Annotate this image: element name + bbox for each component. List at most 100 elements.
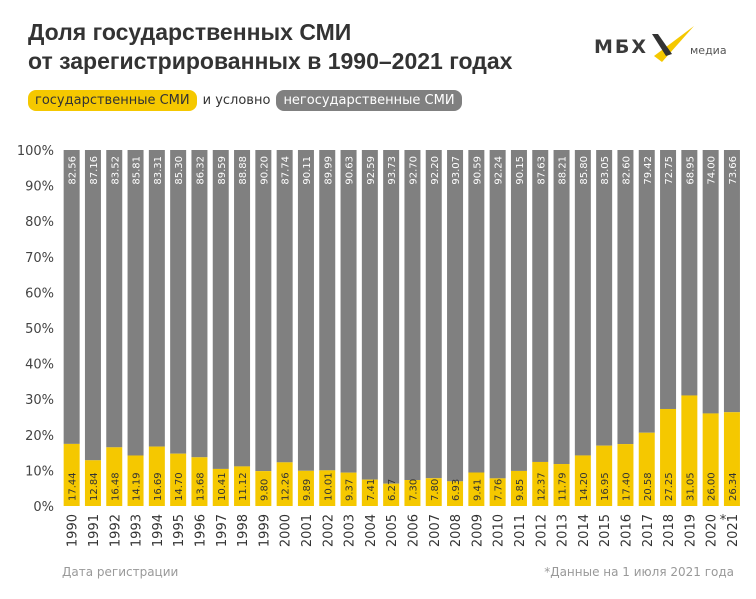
bar-nonstate: [447, 150, 464, 482]
bar-state: [574, 455, 591, 506]
bar-state: [404, 480, 421, 506]
x-tick-label: 2020: [705, 514, 720, 547]
data-label-nonstate: 79.42: [643, 156, 654, 185]
x-tick-label: 1990: [66, 514, 81, 547]
y-tick-label: 60%: [25, 286, 54, 301]
data-label-state: 12.26: [281, 472, 292, 501]
x-tick-label: 2015: [598, 514, 613, 547]
data-label-nonstate: 85.81: [132, 156, 143, 185]
legend-state: государственные СМИ: [28, 90, 197, 111]
x-tick-label: 2008: [449, 514, 464, 547]
x-tick-label: 2014: [577, 514, 592, 547]
data-label-nonstate: 87.16: [89, 156, 100, 185]
legend: государственные СМИ и условно негосударс…: [28, 90, 462, 111]
bar-nonstate: [702, 150, 719, 414]
x-tick-label: 1999: [257, 514, 272, 547]
x-tick-label: 1994: [151, 514, 166, 547]
bar-state: [106, 447, 123, 506]
x-tick-label: 2007: [428, 514, 443, 547]
data-label-nonstate: 88.88: [238, 156, 249, 185]
bar-state: [681, 395, 698, 506]
bar-state: [383, 483, 400, 506]
data-label-nonstate: 89.59: [217, 156, 228, 185]
bar-state: [127, 455, 144, 506]
bar-state: [361, 479, 378, 506]
title-line-1: Доля государственных СМИ: [28, 19, 352, 45]
bar-state: [638, 432, 655, 506]
data-label-state: 7.41: [366, 479, 377, 501]
bar-nonstate: [297, 150, 314, 471]
bar-state: [340, 472, 357, 506]
data-label-nonstate: 92.20: [430, 156, 441, 185]
bar-nonstate: [468, 150, 485, 473]
data-label-nonstate: 83.05: [600, 156, 611, 185]
data-label-nonstate: 93.07: [451, 156, 462, 185]
bar-state: [212, 468, 229, 506]
x-tick-label: 2004: [364, 514, 379, 547]
data-label-state: 10.41: [217, 472, 228, 501]
data-label-state: 12.84: [89, 472, 100, 501]
bar-state: [489, 478, 506, 506]
data-label-state: 16.69: [153, 472, 164, 501]
legend-connector: и условно: [202, 93, 271, 108]
bar-nonstate: [553, 150, 570, 465]
bar-nonstate: [383, 150, 400, 484]
data-label-nonstate: 90.20: [259, 156, 270, 185]
data-label-nonstate: 90.15: [515, 156, 526, 185]
data-label-nonstate: 83.31: [153, 156, 164, 185]
x-tick-label: 2019: [683, 514, 698, 547]
bar-nonstate: [255, 150, 272, 472]
x-axis-label: Дата регистрации: [62, 565, 179, 579]
bar-nonstate: [425, 150, 442, 479]
bar-state: [191, 457, 208, 506]
bar-state: [170, 453, 187, 506]
data-label-nonstate: 87.74: [281, 156, 292, 185]
data-label-nonstate: 85.30: [174, 156, 185, 185]
data-label-state: 9.85: [515, 479, 526, 501]
bar-nonstate: [63, 150, 80, 444]
bar-state: [510, 470, 527, 506]
y-tick-label: 90%: [25, 180, 54, 195]
bar-nonstate: [319, 150, 336, 471]
x-tick-label: 1991: [87, 514, 102, 547]
bar-state: [468, 472, 485, 506]
bar-nonstate: [276, 150, 293, 463]
bar-nonstate: [489, 150, 506, 479]
x-tick-label: 1993: [130, 514, 145, 547]
data-label-state: 27.25: [664, 472, 675, 501]
data-label-state: 17.44: [68, 472, 79, 501]
chart-title: Доля государственных СМИ от зарегистриро…: [28, 18, 512, 76]
data-label-state: 9.37: [345, 479, 356, 501]
bar-nonstate: [191, 150, 208, 458]
x-tick-label: 2006: [406, 514, 421, 547]
data-label-nonstate: 85.80: [579, 156, 590, 185]
y-tick-label: 80%: [25, 215, 54, 230]
bar-state: [617, 444, 634, 506]
x-tick-label: 2021: [726, 514, 741, 547]
data-label-state: 9.89: [302, 479, 313, 501]
bar-state: [63, 443, 80, 506]
data-label-nonstate: 89.99: [323, 156, 334, 185]
data-label-state: 26.00: [707, 472, 718, 501]
x-tick-label: 2010: [492, 514, 507, 547]
footnote-asterisk: *: [720, 513, 727, 528]
mbh-media-logo: МБХ медиа: [594, 26, 754, 66]
data-label-state: 12.37: [536, 472, 547, 501]
data-label-state: 10.01: [323, 472, 334, 501]
bar-nonstate: [723, 150, 740, 413]
x-tick-label: 2001: [300, 514, 315, 547]
bar-state: [553, 464, 570, 506]
y-tick-label: 40%: [25, 358, 54, 373]
y-tick-label: 100%: [17, 144, 54, 159]
bar-nonstate: [106, 150, 123, 448]
svg-text:медиа: медиа: [690, 44, 727, 57]
data-label-nonstate: 74.00: [707, 156, 718, 185]
y-tick-label: 30%: [25, 393, 54, 408]
bar-nonstate: [681, 150, 698, 396]
bar-nonstate: [212, 150, 229, 469]
bar-nonstate: [84, 150, 101, 461]
x-tick-label: 1997: [215, 514, 230, 547]
y-tick-label: 0%: [33, 500, 54, 515]
